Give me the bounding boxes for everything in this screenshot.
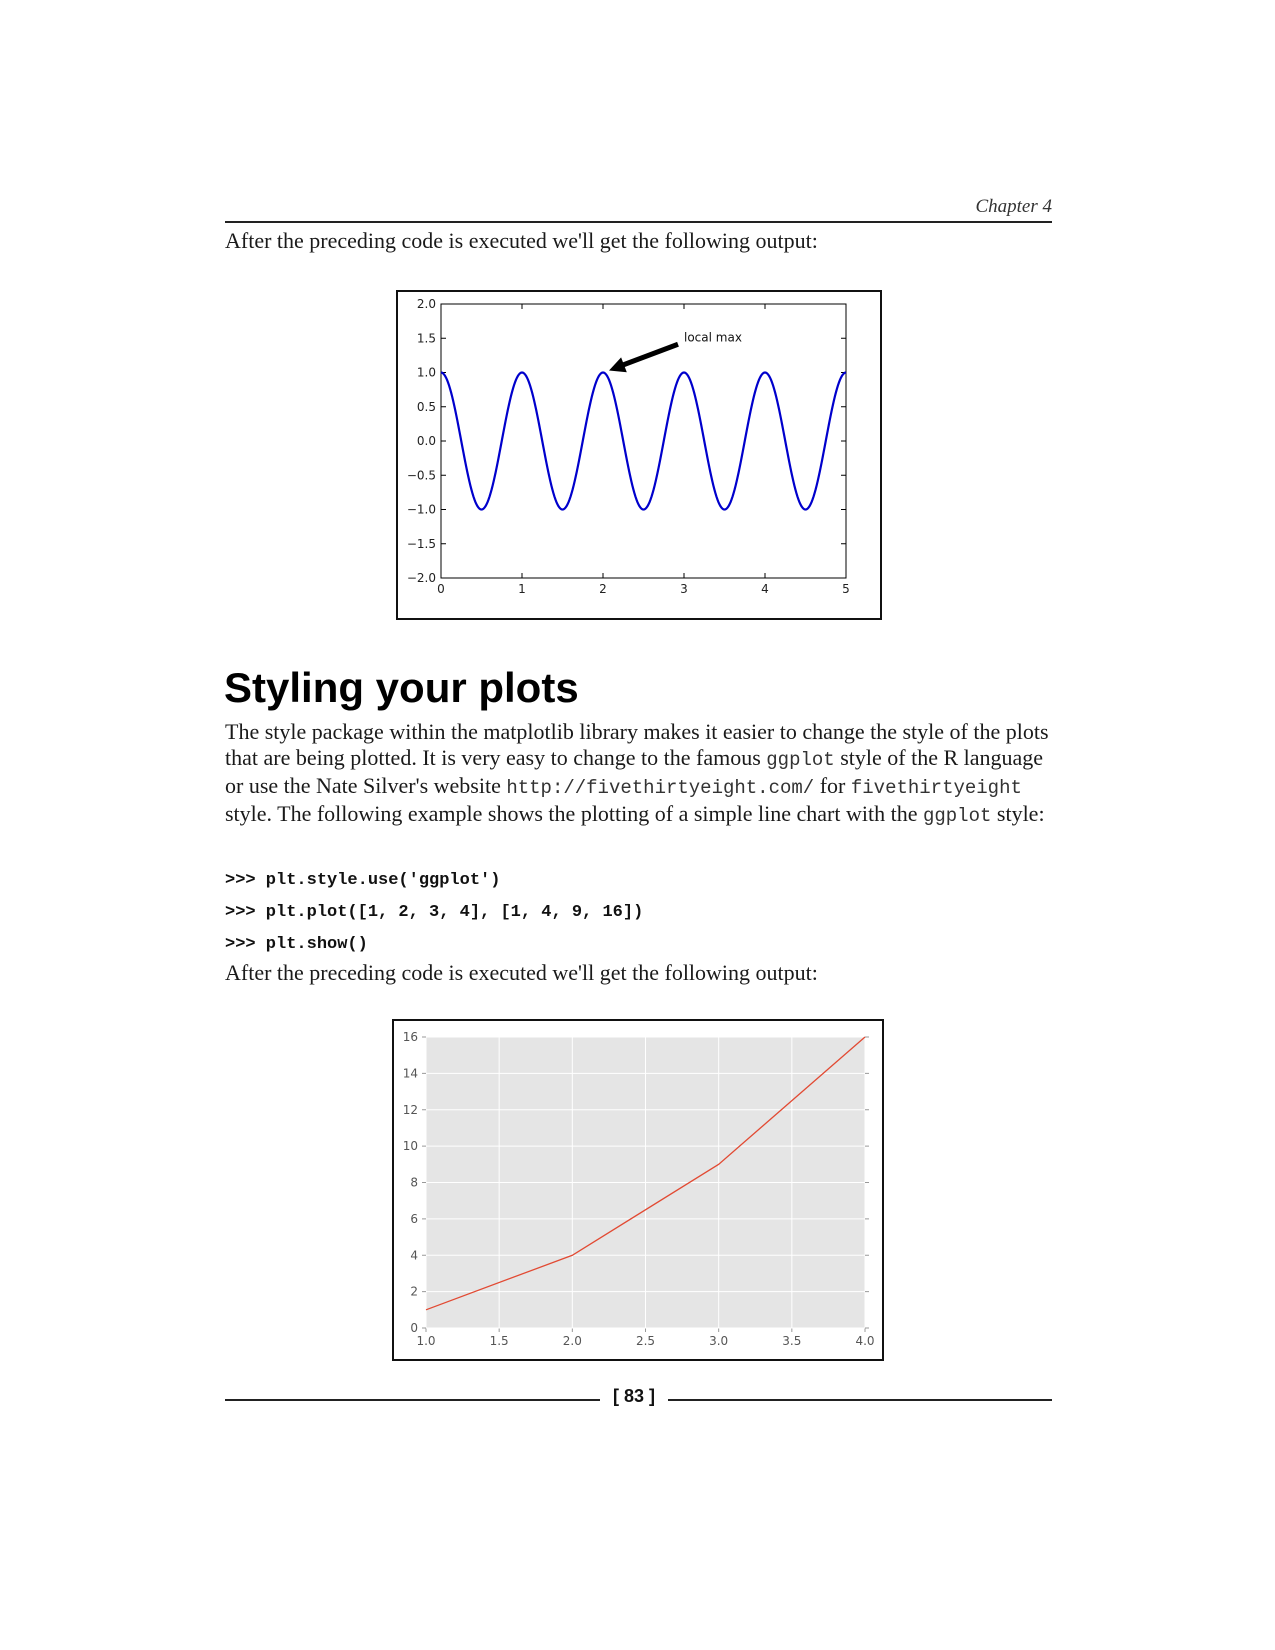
x-tick-label: 5 xyxy=(842,582,850,596)
figure-ggplot-line: 1.0 1.5 2.0 2.5 3.0 3.5 4.0 16 14 12 10 8 6 4 2 0 xyxy=(392,1019,884,1361)
y-tick-label: −1.0 xyxy=(407,503,436,517)
x-tick-label: 3.0 xyxy=(709,1334,728,1348)
annotation-arrow-shaft xyxy=(618,341,679,369)
x-tick-label: 1.0 xyxy=(416,1334,435,1348)
para-code-ggplot-1: ggplot xyxy=(766,749,835,771)
plot-area xyxy=(440,303,847,579)
para-text-3: for xyxy=(814,773,851,798)
para-text-2: style of the R language or use the Nate … xyxy=(225,745,1044,798)
code-line: >>> plt.style.use('ggplot') xyxy=(225,871,501,890)
cosine-series-line xyxy=(440,371,847,511)
x-tick-label: 1.5 xyxy=(490,1334,509,1348)
x-tick-label: 2 xyxy=(599,582,607,596)
chapter-header: Chapter 4 xyxy=(975,196,1052,217)
y-tick-label: 0.5 xyxy=(417,400,436,414)
x-tick-label: 1 xyxy=(518,582,526,596)
para-code-ggplot-2: ggplot xyxy=(922,805,992,827)
figure-cosine-plot: 0 1 2 3 4 5 2.0 1.5 1.0 0.5 0.0 −0.5 −1.0 −1.5 −2.0 loc… xyxy=(396,290,882,620)
x-tick-label: 3.5 xyxy=(782,1334,801,1348)
x-tick-label: 4 xyxy=(761,582,769,596)
section-paragraph: The style package within the matplotlib … xyxy=(225,719,1055,829)
intro-text-1: After the preceding code is executed we'… xyxy=(225,228,818,253)
intro-text-2: After the preceding code is executed we'… xyxy=(225,960,818,985)
y-tick-label: 10 xyxy=(403,1139,418,1153)
para-text-4: style. The following example shows the p… xyxy=(225,801,923,826)
series-line xyxy=(425,1036,866,1311)
code-line: >>> plt.show() xyxy=(225,935,368,954)
x-tick-label: 4.0 xyxy=(855,1334,874,1348)
y-tick-label: 1.5 xyxy=(417,331,436,345)
cosine-chart: 0 1 2 3 4 5 2.0 1.5 1.0 0.5 0.0 −0.5 −1.0 −1.5 −2.0 loc… xyxy=(407,297,850,596)
page-number: [ 83 ] xyxy=(612,1386,655,1406)
para-text-1: The style package within the matplotlib … xyxy=(225,719,1049,770)
annotation-arrow-head xyxy=(609,357,627,373)
y-tick-label: 2.0 xyxy=(417,297,436,311)
footer-rule-right xyxy=(668,1399,1052,1401)
x-tick-label: 2.0 xyxy=(563,1334,582,1348)
y-tick-label: 0 xyxy=(410,1321,418,1335)
x-tick-label: 3 xyxy=(680,582,688,596)
y-tick-label: −1.5 xyxy=(407,537,436,551)
code-block: >>> plt.style.use('ggplot') >>> plt.plot… xyxy=(225,865,643,961)
y-tick-label: −2.0 xyxy=(407,571,436,585)
y-tick-label: 2 xyxy=(410,1285,418,1299)
para-code-fivethirtyeight: fivethirtyeight xyxy=(850,777,1022,799)
y-tick-label: 12 xyxy=(403,1103,418,1117)
x-tick-label: 2.5 xyxy=(636,1334,655,1348)
ggplot-chart: 1.0 1.5 2.0 2.5 3.0 3.5 4.0 16 14 12 10 8 6 4 2 0 xyxy=(403,1030,875,1348)
y-tick-label: 16 xyxy=(403,1030,418,1044)
y-tick-label: −0.5 xyxy=(407,468,436,482)
x-tick-label: 0 xyxy=(437,582,445,596)
y-tick-label: 1.0 xyxy=(417,366,436,380)
y-tick-label: 14 xyxy=(403,1066,418,1080)
code-line: >>> plt.plot([1, 2, 3, 4], [1, 4, 9, 16]… xyxy=(225,903,644,922)
y-tick-label: 6 xyxy=(410,1212,418,1226)
y-tick-label: 8 xyxy=(410,1176,418,1190)
section-title: Styling your plots xyxy=(224,664,579,711)
para-code-url: http://fivethirtyeight.com/ xyxy=(506,777,815,799)
header-rule xyxy=(225,221,1052,223)
para-text-5: style: xyxy=(991,801,1045,826)
footer-rule-left xyxy=(225,1399,600,1401)
annotation-label: local max xyxy=(684,330,742,344)
y-tick-label: 0.0 xyxy=(417,434,436,448)
y-tick-label: 4 xyxy=(410,1248,418,1262)
